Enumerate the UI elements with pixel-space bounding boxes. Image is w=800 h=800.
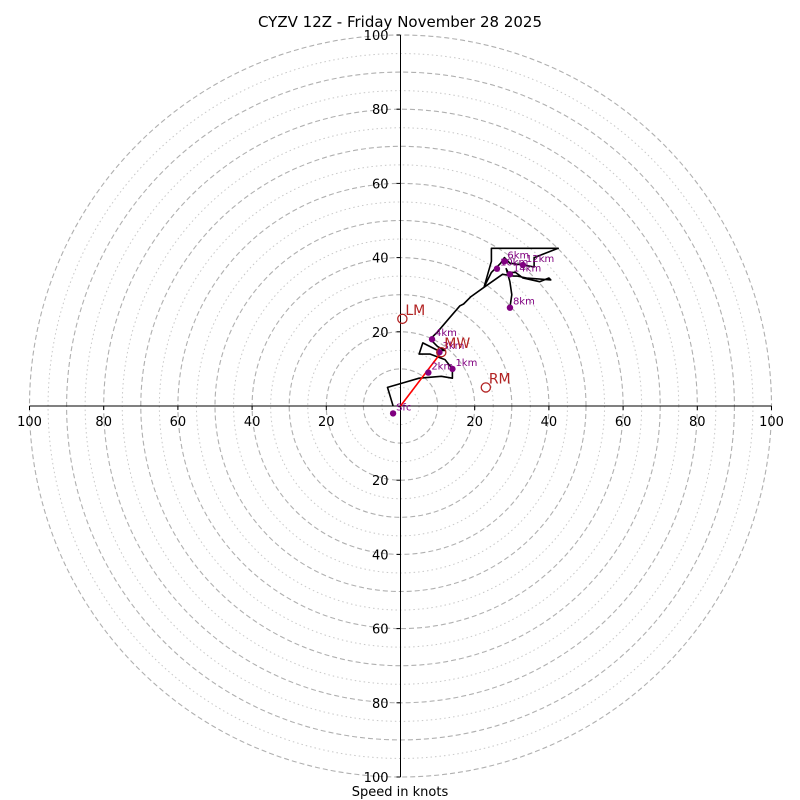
motion-label: MW [444, 336, 470, 352]
y-tick-label: 100 [364, 29, 389, 44]
x-tick-label: 60 [615, 415, 632, 430]
x-tick-label: 80 [689, 415, 706, 430]
x-tick-label: 60 [170, 415, 187, 430]
motion-marker-rm [480, 382, 492, 393]
x-tick-label: 100 [17, 415, 42, 430]
y-tick-label: 60 [372, 623, 389, 638]
height-label: 14km [513, 263, 541, 274]
height-point [428, 336, 436, 343]
x-tick-label: 80 [95, 415, 112, 430]
motion-marker-mw [436, 346, 447, 358]
height-label: 10km [500, 258, 528, 269]
y-tick-label: 20 [372, 474, 389, 489]
height-point [501, 258, 508, 265]
height-point [449, 365, 456, 373]
chart-title: CYZV 12Z - Friday November 28 2025 [258, 13, 542, 31]
height-label: 1km [455, 358, 477, 369]
y-tick-label: 20 [372, 326, 389, 341]
height-label: 3km [442, 341, 464, 352]
height-label: Sfc [396, 402, 411, 413]
motion-label: LM [405, 303, 425, 319]
height-label: 2km [431, 362, 453, 373]
hodograph-line [386, 247, 560, 407]
height-point [506, 271, 514, 278]
motion-marker-lm [397, 313, 408, 325]
height-point [506, 304, 514, 311]
x-tick-label: 20 [466, 415, 483, 430]
height-point [436, 349, 443, 356]
height-point [389, 410, 397, 417]
height-label: 6km [507, 250, 529, 261]
motion-label: RM [489, 371, 511, 387]
y-tick-label: 40 [372, 252, 389, 267]
y-tick-label: 60 [372, 177, 389, 192]
y-tick-label: 80 [372, 697, 389, 712]
wind-trace [386, 247, 560, 407]
bulk-shear-vector [399, 351, 442, 407]
height-point [519, 261, 527, 269]
height-point [493, 265, 501, 272]
tick-labels: 100 80 60 40 20 20 40 60 80 100 100 80 60 40 20 20 40 60 8… [17, 29, 784, 786]
storm-motion-markers: LM MW RM [397, 303, 511, 393]
height-label: 4km [435, 328, 457, 339]
x-tick-label: 40 [541, 415, 558, 430]
y-tick-label: 80 [372, 103, 389, 118]
x-tick-label: 100 [759, 415, 784, 430]
height-label: 12km [526, 254, 554, 265]
x-tick-label: 20 [318, 415, 335, 430]
x-tick-label: 40 [244, 415, 261, 430]
height-point [425, 369, 432, 376]
x-axis-label: Speed in knots [352, 785, 449, 800]
height-label: 8km [513, 297, 535, 308]
y-tick-label: 100 [364, 771, 389, 786]
y-tick-label: 40 [372, 548, 389, 563]
